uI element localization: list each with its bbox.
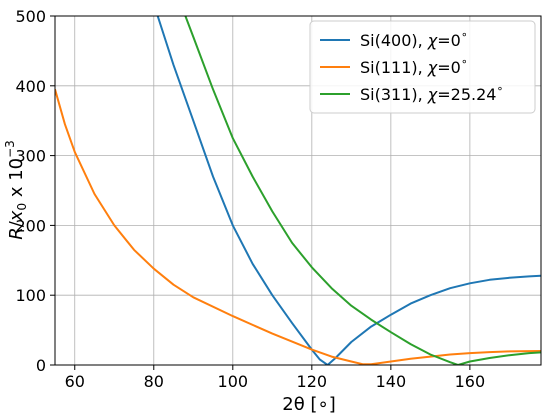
legend-label-si111: Si(111), χ=0∘ [360, 55, 468, 77]
x-tick-label: 120 [297, 372, 328, 391]
legend-label-si311: Si(311), χ=25.24∘ [360, 82, 503, 104]
x-tick-label: 100 [218, 372, 249, 391]
x-tick-label: 60 [65, 372, 85, 391]
series-line-si111 [55, 89, 541, 365]
y-tick-label: 100 [15, 286, 46, 305]
y-label-slash: / [6, 220, 27, 227]
y-label-x: x [6, 210, 27, 222]
legend-box [309, 20, 536, 114]
y-tick-label: 300 [15, 147, 46, 166]
legend: Si(400), χ=0∘ Si(111), χ=0∘ Si(311), χ=2… [309, 20, 536, 114]
y-label-r: R [6, 227, 27, 240]
legend-label-si400: Si(400), χ=0∘ [360, 28, 468, 50]
plot-frame [54, 15, 542, 366]
y-axis-label: R/x0 x 10−3 [3, 140, 29, 240]
y-tick-label: 500 [15, 7, 46, 26]
y-label-exp: −3 [3, 140, 17, 158]
y-label-times: x 10 [6, 158, 27, 203]
x-tick-label: 80 [144, 372, 164, 391]
y-tick-label: 400 [15, 77, 46, 96]
y-tick-label: 0 [36, 356, 46, 375]
x-tick-label: 140 [376, 372, 407, 391]
y-tick-label: 200 [15, 216, 46, 235]
x-tick-label: 160 [455, 372, 486, 391]
series-layer [55, 16, 541, 365]
y-label-sub: 0 [15, 203, 29, 211]
y-ticks: 0 100 200 300 400 500 [15, 7, 55, 375]
series-line-si311 [184, 16, 541, 365]
x-axis-label: 2θ [∘] [282, 394, 336, 415]
x-ticks: 60 80 100 120 140 160 [65, 365, 486, 391]
